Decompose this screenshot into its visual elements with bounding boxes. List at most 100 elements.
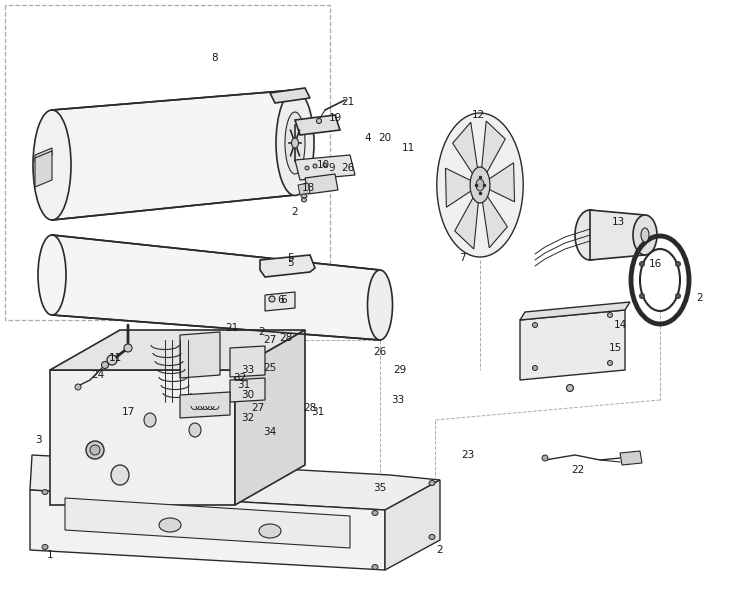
Polygon shape <box>52 235 380 340</box>
Ellipse shape <box>676 293 680 298</box>
Polygon shape <box>52 90 295 220</box>
Ellipse shape <box>368 270 392 340</box>
Text: 12: 12 <box>471 110 484 120</box>
Polygon shape <box>452 122 478 175</box>
Ellipse shape <box>292 138 298 148</box>
Ellipse shape <box>372 565 378 569</box>
Ellipse shape <box>313 164 317 168</box>
Text: 34: 34 <box>263 427 277 437</box>
Ellipse shape <box>633 215 657 255</box>
Polygon shape <box>298 183 310 195</box>
Ellipse shape <box>575 210 605 260</box>
Ellipse shape <box>608 361 613 365</box>
Polygon shape <box>180 332 220 378</box>
Text: 3: 3 <box>34 435 41 445</box>
Polygon shape <box>50 370 235 505</box>
Text: 13: 13 <box>611 217 625 227</box>
Text: 31: 31 <box>237 380 250 390</box>
Polygon shape <box>295 155 355 180</box>
Polygon shape <box>230 346 265 377</box>
Text: 16: 16 <box>648 259 662 269</box>
Polygon shape <box>35 148 52 162</box>
Ellipse shape <box>42 545 48 550</box>
Text: 11: 11 <box>401 143 415 153</box>
Text: 33: 33 <box>242 365 254 375</box>
Text: 29: 29 <box>393 365 406 375</box>
Text: 19: 19 <box>328 113 341 123</box>
Polygon shape <box>305 174 338 194</box>
Text: 21: 21 <box>341 97 355 107</box>
Ellipse shape <box>86 441 104 459</box>
Text: 28: 28 <box>303 403 316 413</box>
Text: 4: 4 <box>364 133 371 143</box>
Ellipse shape <box>676 262 680 266</box>
Text: 5: 5 <box>286 253 293 263</box>
Text: 18: 18 <box>302 183 315 193</box>
Ellipse shape <box>436 113 524 257</box>
Ellipse shape <box>429 481 435 485</box>
Polygon shape <box>520 310 625 380</box>
Ellipse shape <box>285 112 305 174</box>
Ellipse shape <box>641 228 649 242</box>
Ellipse shape <box>124 344 132 352</box>
Text: 33: 33 <box>392 395 405 405</box>
Text: 22: 22 <box>572 465 585 475</box>
Text: 26: 26 <box>341 163 355 173</box>
Text: 10: 10 <box>316 160 329 170</box>
Ellipse shape <box>90 445 100 455</box>
Polygon shape <box>65 498 350 548</box>
Ellipse shape <box>107 355 117 365</box>
Ellipse shape <box>75 384 81 390</box>
Polygon shape <box>385 480 440 570</box>
Polygon shape <box>180 392 230 418</box>
Ellipse shape <box>470 167 490 203</box>
Polygon shape <box>235 330 305 505</box>
Ellipse shape <box>372 511 378 515</box>
Text: 23: 23 <box>461 450 475 460</box>
Polygon shape <box>30 455 440 510</box>
Ellipse shape <box>305 166 309 170</box>
Text: 32: 32 <box>242 413 254 423</box>
Ellipse shape <box>532 365 538 370</box>
Ellipse shape <box>323 163 327 167</box>
Text: 27: 27 <box>251 403 265 413</box>
Polygon shape <box>488 163 514 202</box>
Text: 2: 2 <box>436 545 443 555</box>
Polygon shape <box>230 378 265 402</box>
Polygon shape <box>482 195 508 248</box>
Ellipse shape <box>476 179 484 191</box>
Ellipse shape <box>101 361 109 368</box>
Ellipse shape <box>111 465 129 485</box>
Ellipse shape <box>144 413 156 427</box>
Ellipse shape <box>640 262 644 266</box>
Text: 32: 32 <box>233 373 247 383</box>
Text: 15: 15 <box>608 343 622 353</box>
Text: 7: 7 <box>459 253 465 263</box>
Text: 6: 6 <box>280 295 287 305</box>
Polygon shape <box>482 121 506 173</box>
Polygon shape <box>520 302 630 320</box>
Ellipse shape <box>302 198 307 202</box>
Ellipse shape <box>189 423 201 437</box>
Text: 24: 24 <box>92 370 104 380</box>
Ellipse shape <box>640 293 644 298</box>
Polygon shape <box>260 255 315 277</box>
Text: 2: 2 <box>259 327 266 337</box>
Text: 8: 8 <box>211 53 218 63</box>
Ellipse shape <box>42 490 48 494</box>
Text: 17: 17 <box>122 407 135 417</box>
Ellipse shape <box>159 518 181 532</box>
Text: 5: 5 <box>286 258 293 268</box>
Polygon shape <box>446 168 472 207</box>
Text: 14: 14 <box>614 320 627 330</box>
Polygon shape <box>454 196 478 249</box>
Polygon shape <box>35 151 52 187</box>
Text: 21: 21 <box>225 323 238 333</box>
Text: 2: 2 <box>697 293 703 303</box>
Polygon shape <box>590 210 645 260</box>
Ellipse shape <box>429 535 435 539</box>
Text: 35: 35 <box>374 483 387 493</box>
Text: 26: 26 <box>374 347 387 357</box>
Text: 31: 31 <box>311 407 325 417</box>
Ellipse shape <box>316 118 322 124</box>
